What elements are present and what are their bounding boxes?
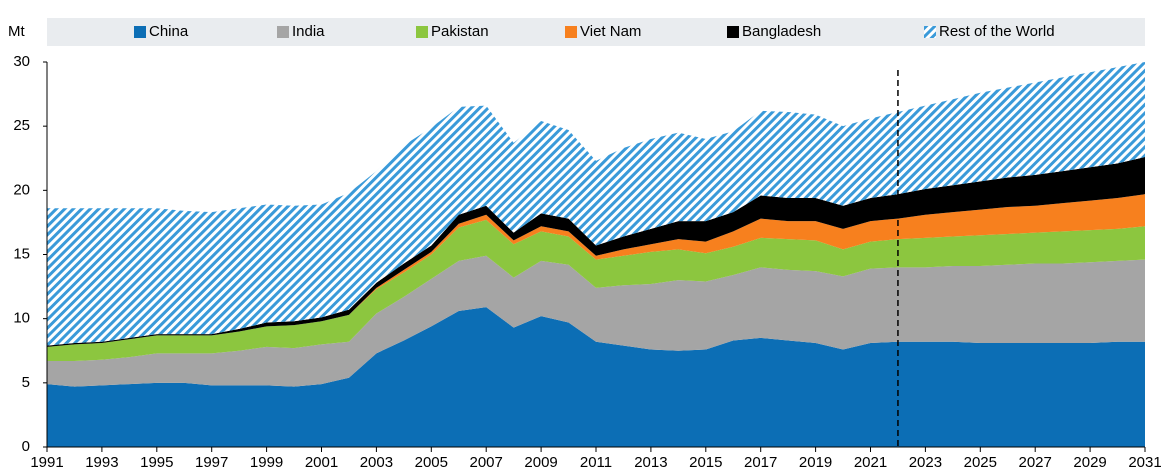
x-tick-label: 2027	[1019, 454, 1052, 471]
legend-swatch	[416, 26, 428, 38]
legend-label: Rest of the World	[939, 23, 1055, 40]
x-tick-label: 1993	[85, 454, 118, 471]
x-tick-label: 1999	[250, 454, 283, 471]
y-axis-label: Mt	[8, 23, 25, 40]
y-tick-label: 30	[13, 53, 30, 70]
y-tick-label: 10	[13, 310, 30, 327]
x-tick-label: 2009	[524, 454, 557, 471]
legend-swatch	[565, 26, 577, 38]
legend-label: China	[149, 23, 189, 40]
x-tick-label: 2015	[689, 454, 722, 471]
x-tick-label: 1995	[140, 454, 173, 471]
legend-swatch	[277, 26, 289, 38]
y-tick-label: 15	[13, 245, 30, 262]
legend-label: India	[292, 23, 325, 40]
x-tick-label: 2005	[415, 454, 448, 471]
x-tick-label: 1997	[195, 454, 228, 471]
x-tick-label: 2007	[470, 454, 503, 471]
y-tick-label: 20	[13, 181, 30, 198]
x-tick-label: 2021	[854, 454, 887, 471]
x-tick-label: 2001	[305, 454, 338, 471]
x-tick-label: 2025	[964, 454, 997, 471]
x-tick-label: 2023	[909, 454, 942, 471]
legend-label: Viet Nam	[580, 23, 641, 40]
area	[47, 219, 1145, 362]
legend-background	[47, 18, 1145, 46]
area	[47, 156, 1145, 347]
legend-label: Bangladesh	[742, 23, 821, 40]
y-tick-label: 0	[22, 438, 30, 455]
area	[47, 194, 1145, 347]
x-tick-label: 1991	[30, 454, 63, 471]
area	[47, 255, 1145, 387]
x-tick-label: 2017	[744, 454, 777, 471]
legend-swatch	[134, 26, 146, 38]
y-tick-label: 25	[13, 117, 30, 134]
y-tick-label: 5	[22, 374, 30, 391]
x-tick-label: 2013	[634, 454, 667, 471]
legend-swatch	[924, 26, 936, 38]
x-tick-label: 2003	[360, 454, 393, 471]
legend-swatch	[727, 26, 739, 38]
area	[47, 307, 1145, 447]
area	[47, 62, 1145, 346]
x-tick-label: 2029	[1073, 454, 1106, 471]
x-tick-label: 2031	[1128, 454, 1161, 471]
x-tick-label: 2011	[580, 454, 612, 471]
legend-label: Pakistan	[431, 23, 489, 40]
x-tick-label: 2019	[799, 454, 832, 471]
